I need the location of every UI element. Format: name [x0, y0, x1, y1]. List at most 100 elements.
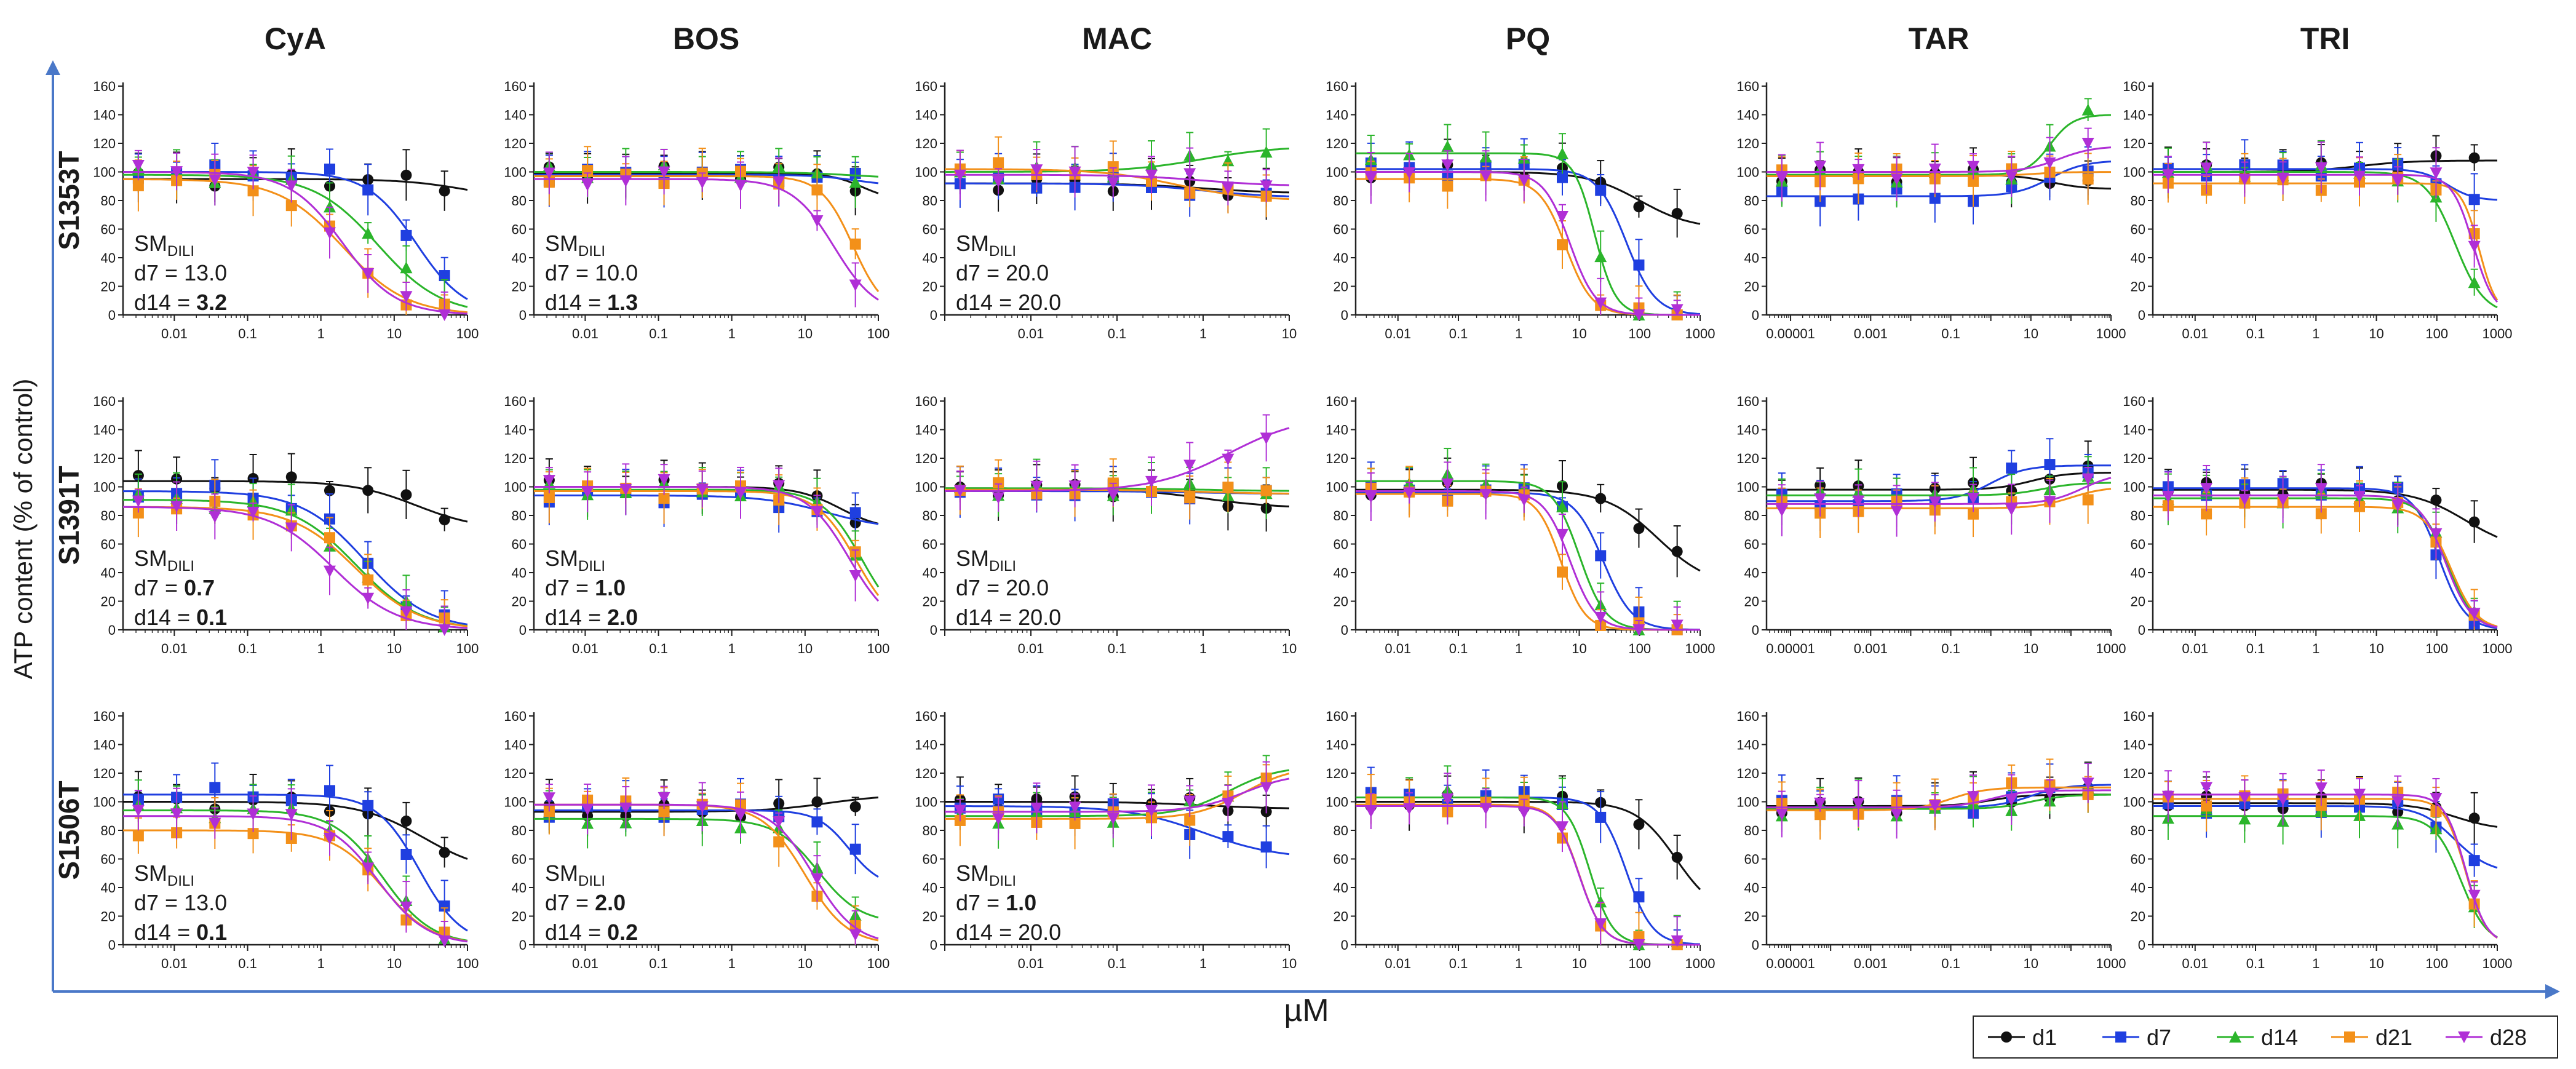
- ic50-d14: d14 = 1.3: [545, 290, 638, 315]
- ic50-label-sub: DILI: [167, 873, 194, 889]
- ic50-d7: d7 = 0.7: [134, 575, 215, 600]
- point-d7: [324, 163, 335, 175]
- point-d1: [1595, 493, 1607, 504]
- y-tick-label: 80: [512, 823, 527, 838]
- point-d28: [400, 606, 413, 618]
- legend-label-d28: d28: [2490, 1025, 2527, 1050]
- y-tick-label: 0: [519, 937, 527, 953]
- point-d7: [362, 184, 374, 196]
- point-d28: [400, 291, 413, 303]
- curve-d21: [2153, 182, 2498, 301]
- ic50-d14-value: 0.1: [196, 605, 227, 630]
- point-d21: [132, 180, 144, 191]
- y-tick-label: 80: [101, 823, 116, 838]
- x-tick-label: 0.1: [1108, 641, 1127, 656]
- ic50-d14-value: 3.2: [196, 290, 227, 315]
- point-d1: [1671, 546, 1683, 557]
- y-tick-label: 20: [512, 594, 527, 610]
- point-d28: [1441, 793, 1454, 805]
- column-title-tar: TAR: [1908, 22, 1969, 56]
- legend-entry-d14: d14: [2217, 1025, 2298, 1050]
- x-tick-label: 10: [2024, 326, 2038, 341]
- x-tick-label: 0.001: [1854, 641, 1888, 656]
- x-tick-label: 1000: [2483, 956, 2513, 971]
- y-tick-label: 60: [1744, 852, 1759, 867]
- point-d21: [2082, 494, 2094, 506]
- y-tick-label: 40: [1744, 880, 1759, 896]
- panel-tri-s1353t: 0 20 40 60 80 100 120 140 160 0.01 0.1 1 10 100 1000: [2123, 79, 2512, 341]
- point-d21: [1442, 180, 1453, 192]
- y-tick-label: 20: [512, 279, 527, 295]
- y-tick-label: 80: [512, 193, 527, 209]
- point-d28: [1403, 803, 1416, 815]
- y-tick-label: 160: [93, 394, 116, 409]
- y-tick-label: 100: [2123, 795, 2145, 810]
- point-d28: [1852, 164, 1865, 176]
- x-tick-label: 10: [1572, 326, 1586, 341]
- y-tick-label: 40: [1744, 250, 1759, 266]
- y-tick-label: 80: [2131, 193, 2145, 209]
- x-tick-label: 1: [2312, 641, 2320, 656]
- panel-mac-s1391t: 0 20 40 60 80 100 120 140 160 0.01 0.1 1 10 SMDILId7 …: [915, 394, 1297, 656]
- point-d1: [400, 815, 412, 827]
- ic50-d7-prefix: d7 =: [545, 890, 595, 915]
- point-d14: [1441, 140, 1454, 152]
- y-tick-label: 140: [1326, 108, 1348, 123]
- point-d28: [1632, 624, 1645, 636]
- y-tick-label: 100: [1326, 165, 1348, 180]
- x-tick-label: 0.00001: [1766, 641, 1815, 656]
- ic50-d14-value: 2.0: [607, 605, 638, 630]
- ic50-d7: d7 = 20.0: [956, 260, 1049, 285]
- point-d28: [209, 174, 221, 186]
- panel-mac-s1506t: 0 20 40 60 80 100 120 140 160 0.01 0.1 1 10 SMDILId7 …: [915, 709, 1297, 971]
- x-tick-label: 0.1: [1108, 326, 1127, 341]
- y-tick-label: 140: [93, 108, 116, 123]
- point-d14: [1594, 250, 1607, 263]
- point-d28: [1775, 505, 1788, 517]
- y-tick-label: 100: [1326, 795, 1348, 810]
- x-tick-label: 1: [1199, 641, 1207, 656]
- y-tick-label: 80: [923, 193, 937, 209]
- point-d28: [1479, 803, 1492, 815]
- y-tick-label: 100: [915, 165, 937, 180]
- x-tick-label: 100: [1628, 956, 1651, 971]
- point-d28: [1967, 492, 1979, 504]
- ic50-label: SMDILI: [956, 546, 1016, 574]
- ic50-d14: d14 = 3.2: [134, 290, 227, 315]
- ic50-label-sm: SM: [134, 860, 167, 886]
- y-tick-label: 120: [2123, 451, 2145, 466]
- y-tick-label: 80: [1744, 193, 1759, 209]
- point-d28: [2238, 173, 2251, 186]
- y-tick-label: 0: [930, 937, 937, 953]
- x-tick-label: 0.1: [1941, 641, 1960, 656]
- point-d21: [1107, 161, 1119, 173]
- point-d28: [1030, 802, 1043, 814]
- point-d1: [285, 471, 297, 483]
- point-d28: [1441, 478, 1454, 490]
- y-tick-label: 20: [1744, 594, 1759, 610]
- x-tick-label: 0.00001: [1766, 326, 1815, 341]
- point-d7: [2468, 194, 2480, 205]
- x-tick-label: 10: [1572, 956, 1586, 971]
- point-d21: [285, 200, 297, 212]
- curve-d7: [1356, 797, 1701, 945]
- legend: d1 d7 d14 d21 d28: [1973, 1015, 2558, 1059]
- x-tick-label: 1000: [1685, 326, 1715, 341]
- point-d28: [1260, 782, 1273, 794]
- x-tick-label: 0.1: [238, 641, 257, 656]
- point-d28: [1594, 918, 1607, 930]
- point-d28: [811, 506, 824, 518]
- y-tick-label: 20: [101, 594, 116, 610]
- point-d28: [1183, 459, 1196, 472]
- ic50-d14-prefix: d14 =: [545, 920, 607, 945]
- point-d7: [849, 507, 861, 519]
- ic50-d7-prefix: d7 =: [545, 575, 595, 600]
- x-tick-label: 10: [1282, 956, 1297, 971]
- curve-d21: [2153, 506, 2498, 627]
- y-tick-label: 60: [1334, 222, 1348, 237]
- y-tick-label: 20: [2131, 279, 2145, 295]
- y-tick-label: 20: [512, 909, 527, 924]
- x-tick-label: 0.1: [649, 326, 668, 341]
- legend-entry-d21: d21: [2331, 1025, 2412, 1050]
- point-d28: [1479, 489, 1492, 501]
